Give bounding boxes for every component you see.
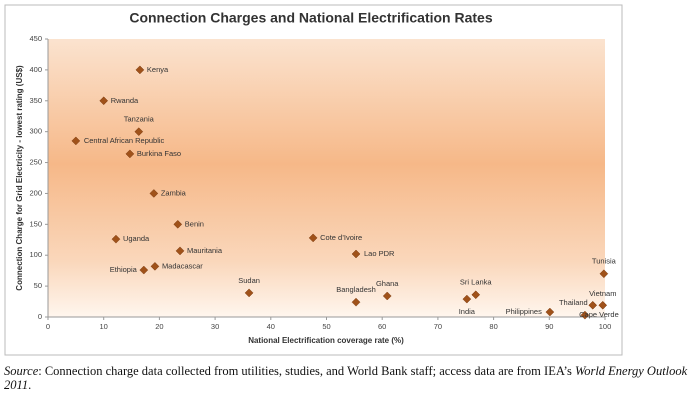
source-note: Source: Connection charge data collected… bbox=[4, 364, 694, 392]
x-axis-label: National Electrification coverage rate (… bbox=[248, 336, 404, 345]
point bbox=[149, 189, 159, 198]
point bbox=[99, 96, 109, 106]
point-label: Zambia bbox=[161, 188, 187, 197]
point-label: Kenya bbox=[147, 65, 169, 74]
y-tick-label: 250 bbox=[29, 158, 42, 167]
point bbox=[134, 127, 144, 137]
point-label: Vietnam bbox=[589, 289, 616, 298]
x-tick-label: 100 bbox=[599, 322, 612, 331]
x-tick-label: 20 bbox=[155, 322, 163, 331]
point bbox=[545, 307, 555, 317]
point bbox=[111, 234, 121, 244]
y-tick-label: 400 bbox=[29, 65, 42, 74]
point bbox=[244, 288, 254, 298]
point-label: Benin bbox=[185, 219, 204, 228]
point bbox=[462, 294, 472, 304]
point-label: Cote d’Ivoire bbox=[320, 233, 362, 242]
point-label: Central African Republic bbox=[84, 136, 165, 145]
point bbox=[580, 310, 590, 320]
y-tick-label: 0 bbox=[38, 312, 42, 321]
y-tick-label: 100 bbox=[29, 250, 42, 259]
x-tick-label: 40 bbox=[267, 322, 275, 331]
point bbox=[308, 233, 318, 243]
x-tick-label: 70 bbox=[434, 322, 442, 331]
point-label: Thailand bbox=[559, 298, 588, 307]
point bbox=[351, 249, 361, 259]
x-tick-label: 60 bbox=[378, 322, 386, 331]
point-label: Tanzania bbox=[124, 115, 155, 124]
point-label: Philippines bbox=[506, 307, 543, 316]
point bbox=[588, 300, 598, 310]
point-label: Madacascar bbox=[162, 261, 203, 270]
x-tick-label: 80 bbox=[489, 322, 497, 331]
point-label: Cape Verde bbox=[579, 310, 619, 319]
y-tick-label: 150 bbox=[29, 219, 42, 228]
point-label: Sudan bbox=[238, 276, 260, 285]
x-tick-label: 30 bbox=[211, 322, 219, 331]
chart: Connection Charges and National Electrif… bbox=[4, 4, 623, 356]
point-label: India bbox=[459, 307, 476, 316]
point bbox=[471, 290, 481, 300]
point bbox=[135, 65, 145, 75]
point bbox=[351, 297, 361, 307]
source-end: . bbox=[28, 378, 32, 392]
point-label: Rwanda bbox=[111, 96, 139, 105]
chart-title: Connection Charges and National Electrif… bbox=[129, 10, 493, 26]
point-label: Bangladesh bbox=[336, 285, 376, 294]
source-work: World Energy Outlook 2011 bbox=[4, 364, 688, 392]
plot-area bbox=[48, 39, 605, 317]
point-label: Lao PDR bbox=[364, 249, 395, 258]
point-label: Ethiopia bbox=[110, 265, 138, 274]
point bbox=[382, 291, 392, 301]
point-label: Burkina Faso bbox=[137, 149, 181, 158]
point-label: Uganda bbox=[123, 234, 150, 243]
y-tick-label: 50 bbox=[34, 281, 42, 290]
y-tick-label: 450 bbox=[29, 34, 42, 43]
x-tick-label: 0 bbox=[46, 322, 50, 331]
x-tick-label: 90 bbox=[545, 322, 553, 331]
point bbox=[125, 149, 135, 159]
point-label: Mauritania bbox=[187, 246, 223, 255]
point bbox=[599, 269, 609, 279]
x-tick-label: 10 bbox=[100, 322, 108, 331]
point bbox=[150, 261, 160, 271]
point bbox=[175, 246, 185, 256]
point bbox=[71, 136, 81, 146]
y-tick-label: 300 bbox=[29, 127, 42, 136]
point-label: Tunisia bbox=[592, 257, 617, 266]
x-tick-label: 50 bbox=[322, 322, 330, 331]
source-text: : Connection charge data collected from … bbox=[38, 364, 575, 378]
y-tick-label: 350 bbox=[29, 96, 42, 105]
point bbox=[139, 265, 149, 275]
point bbox=[598, 300, 608, 310]
source-label: Source bbox=[4, 364, 39, 378]
point-label: Sri Lanka bbox=[460, 278, 493, 287]
point-label: Ghana bbox=[376, 279, 399, 288]
point bbox=[173, 219, 183, 229]
y-tick-label: 200 bbox=[29, 188, 42, 197]
y-axis-label: Connection Charge for Grid Electricity -… bbox=[15, 65, 24, 291]
